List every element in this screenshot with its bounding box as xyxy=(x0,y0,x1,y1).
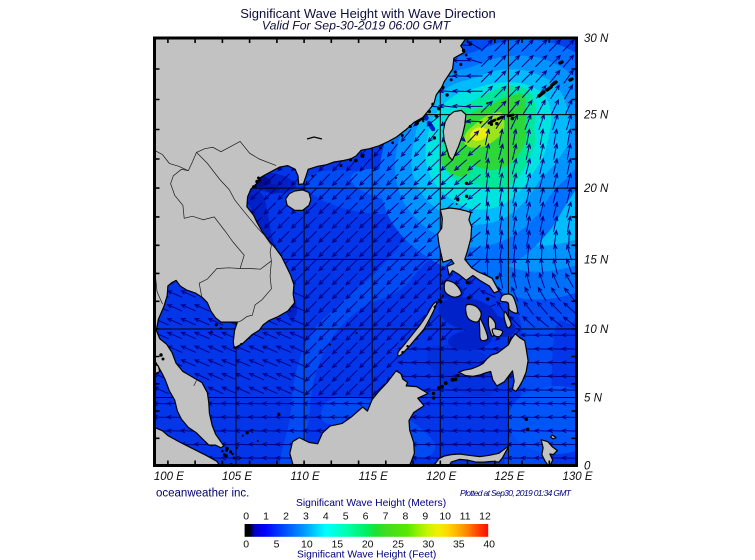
svg-text:Significant Wave Height with W: Significant Wave Height with Wave Direct… xyxy=(240,6,496,21)
svg-text:15 N: 15 N xyxy=(584,254,609,266)
svg-text:30 N: 30 N xyxy=(584,33,609,45)
svg-text:10: 10 xyxy=(301,539,313,551)
svg-text:25: 25 xyxy=(392,539,404,551)
svg-text:9: 9 xyxy=(422,511,428,523)
svg-text:Plotted at Sep30, 2019 01:34 G: Plotted at Sep30, 2019 01:34 GMT xyxy=(460,488,572,498)
svg-text:1: 1 xyxy=(263,511,269,523)
svg-text:5: 5 xyxy=(274,539,280,551)
svg-text:2: 2 xyxy=(283,511,289,523)
svg-text:15: 15 xyxy=(331,539,343,551)
svg-text:4: 4 xyxy=(323,511,329,523)
svg-text:10 N: 10 N xyxy=(584,324,609,336)
svg-text:12: 12 xyxy=(479,511,491,523)
svg-text:0: 0 xyxy=(243,539,249,551)
svg-text:8: 8 xyxy=(402,511,408,523)
svg-text:10: 10 xyxy=(439,511,451,523)
svg-text:100 E: 100 E xyxy=(154,471,184,483)
svg-text:20 N: 20 N xyxy=(583,183,609,195)
svg-text:11: 11 xyxy=(460,511,471,523)
svg-text:5: 5 xyxy=(343,511,349,523)
svg-text:Significant Wave Height (Feet): Significant Wave Height (Feet) xyxy=(297,550,436,560)
svg-text:Valid For Sep-30-2019 06:00 GM: Valid For Sep-30-2019 06:00 GMT xyxy=(262,19,452,33)
svg-text:6: 6 xyxy=(363,511,369,523)
svg-text:120 E: 120 E xyxy=(426,471,456,483)
svg-text:115 E: 115 E xyxy=(359,471,389,483)
svg-text:105 E: 105 E xyxy=(222,471,252,483)
svg-text:130 E: 130 E xyxy=(562,471,592,483)
svg-text:oceanweather inc.: oceanweather inc. xyxy=(156,488,249,500)
svg-text:35: 35 xyxy=(453,539,465,551)
svg-text:30: 30 xyxy=(423,539,435,551)
svg-text:125 E: 125 E xyxy=(494,471,524,483)
svg-text:7: 7 xyxy=(383,511,389,523)
svg-text:20: 20 xyxy=(362,539,374,551)
svg-text:110 E: 110 E xyxy=(290,471,320,483)
svg-text:40: 40 xyxy=(483,539,495,551)
svg-text:5 N: 5 N xyxy=(584,393,603,405)
svg-text:0: 0 xyxy=(243,511,249,523)
svg-text:3: 3 xyxy=(303,511,309,523)
svg-text:0: 0 xyxy=(584,461,591,473)
svg-text:Significant Wave Height (Meter: Significant Wave Height (Meters) xyxy=(296,498,446,509)
svg-text:25 N: 25 N xyxy=(583,110,609,122)
